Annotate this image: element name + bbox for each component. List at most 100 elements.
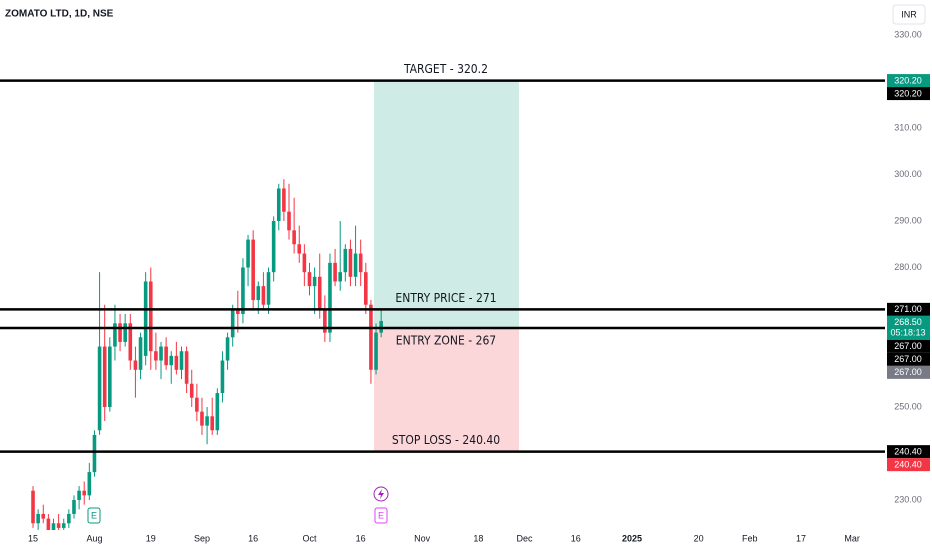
plot-area: TARGET - 320.2 ENTRY PRICE - 271 ENTRY ZON… (0, 62, 885, 542)
price-label-bg (887, 445, 930, 459)
y-tick-label: 300.00 (894, 169, 922, 179)
candle-body (108, 346, 112, 408)
candle-body (77, 490, 81, 501)
candle-body (297, 244, 302, 254)
price-label: 267.00 (894, 354, 922, 364)
price-label: 240.40 (894, 459, 922, 469)
candle-body (328, 262, 332, 333)
profit-zone (374, 80, 519, 328)
x-tick-label: 16 (248, 533, 258, 543)
candle-body (138, 337, 143, 370)
candle-body (164, 346, 168, 366)
candle-body (51, 523, 56, 533)
candle-body (302, 253, 307, 273)
level-label: TARGET - 320.2 (403, 62, 488, 76)
candle-body (353, 253, 358, 277)
candle-body (200, 411, 204, 426)
candle-body (261, 286, 266, 305)
candle-body (72, 500, 76, 514)
svg-text:E: E (378, 510, 384, 520)
candle-body (358, 253, 363, 273)
earnings-marker: E (87, 507, 101, 524)
candle-body (282, 188, 286, 212)
candle-body (41, 513, 46, 519)
candle-body (82, 490, 87, 496)
price-label-bg (887, 74, 930, 88)
candle-body (241, 267, 245, 315)
price-label: 268.50 (894, 317, 922, 327)
x-tick-label: 20 (694, 533, 704, 543)
x-tick-label: Feb (742, 533, 758, 543)
price-timer: 05:18:13 (890, 328, 925, 338)
candle-body (36, 513, 40, 524)
price-label-bg (887, 458, 930, 472)
candle-body (97, 346, 102, 431)
x-tick-label: 2025 (622, 533, 642, 543)
candle-body (287, 211, 291, 231)
candle-body (118, 323, 122, 342)
y-tick-label: 330.00 (894, 29, 922, 39)
candle-body (159, 346, 163, 361)
candle-body (169, 355, 174, 366)
candle-body (102, 346, 107, 408)
level-label: STOP LOSS - 240.40 (392, 433, 500, 447)
x-tick-label: Nov (414, 533, 431, 543)
price-label: 240.40 (894, 446, 922, 456)
candle-body (333, 262, 337, 282)
candle-body (374, 332, 378, 370)
candle-body (215, 393, 220, 431)
candle-body (348, 248, 353, 277)
level-label: ENTRY ZONE - 267 (396, 333, 496, 347)
candle-body (92, 434, 97, 473)
y-tick-label: 290.00 (894, 215, 922, 225)
candle-body (256, 286, 261, 301)
candle-body (251, 239, 255, 301)
x-tick-label: 18 (473, 533, 483, 543)
candle-body (179, 351, 184, 370)
x-tick-label: 16 (571, 533, 581, 543)
candle-body (184, 351, 189, 384)
price-label-bg (887, 339, 930, 353)
x-tick-label: Dec (517, 533, 534, 543)
price-label-bg (887, 315, 930, 340)
price-label-bg (887, 302, 930, 316)
price-label: 320.20 (894, 88, 922, 98)
candle-body (225, 337, 230, 361)
candle-body (338, 272, 343, 282)
candle-body (307, 272, 312, 287)
x-tick-label: Aug (86, 533, 102, 543)
candle-body (323, 309, 327, 333)
candle-body (266, 272, 271, 305)
candle-body (369, 304, 373, 370)
candle-body (46, 518, 51, 533)
level-label: ENTRY PRICE - 271 (395, 291, 496, 305)
x-tick-label: 19 (146, 533, 156, 543)
price-label: 267.00 (894, 341, 922, 351)
y-tick-label: 230.00 (894, 494, 922, 504)
candle-body (230, 309, 235, 338)
x-tick-label: Mar (844, 533, 860, 543)
candle-body (364, 272, 368, 305)
candle-body (236, 309, 240, 315)
x-tick-label: 15 (28, 533, 38, 543)
svg-text:E: E (91, 510, 97, 520)
candle-body (174, 355, 179, 370)
currency-box[interactable] (892, 4, 926, 25)
currency: INR (901, 9, 917, 19)
price-label-bg (887, 352, 930, 366)
candle-body (276, 188, 281, 222)
candle-body (123, 323, 127, 342)
candle-body (56, 523, 61, 528)
y-tick-label: 250.00 (894, 401, 922, 411)
candle-body (189, 383, 194, 398)
chart-title: ZOMATO LTD, 1D, NSE (5, 9, 114, 20)
x-tick-label: Oct (302, 533, 317, 543)
candle-body (87, 472, 92, 496)
candle-body (133, 360, 138, 370)
candle-body (312, 276, 317, 287)
price-label: 320.20 (894, 75, 922, 85)
x-tick-label: 16 (356, 533, 366, 543)
candle-body (246, 239, 250, 268)
candle-body (128, 323, 133, 361)
